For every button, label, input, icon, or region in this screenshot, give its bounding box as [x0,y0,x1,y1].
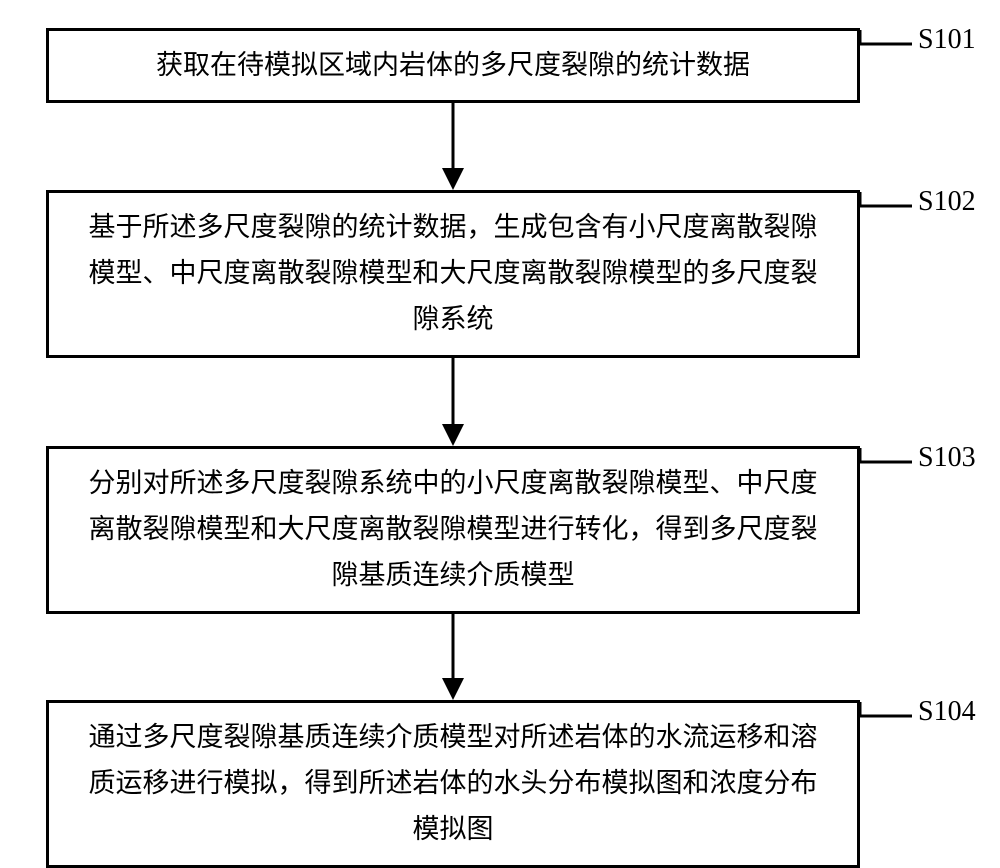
step-box-s101: 获取在待模拟区域内岩体的多尺度裂隙的统计数据 [46,28,860,103]
step-label-s103: S103 [918,442,976,474]
step-label-s102: S102 [918,186,976,218]
step-text-s102: 基于所述多尺度裂隙的统计数据，生成包含有小尺度离散裂隙模型、中尺度离散裂隙模型和… [77,205,829,343]
step-label-s101: S101 [918,24,976,56]
flowchart-canvas: 获取在待模拟区域内岩体的多尺度裂隙的统计数据 S101 基于所述多尺度裂隙的统计… [0,0,1000,851]
step-label-s104: S104 [918,696,976,728]
step-box-s102: 基于所述多尺度裂隙的统计数据，生成包含有小尺度离散裂隙模型、中尺度离散裂隙模型和… [46,190,860,358]
step-box-s103: 分别对所述多尺度裂隙系统中的小尺度离散裂隙模型、中尺度离散裂隙模型和大尺度离散裂… [46,446,860,614]
step-box-s104: 通过多尺度裂隙基质连续介质模型对所述岩体的水流运移和溶质运移进行模拟，得到所述岩… [46,700,860,868]
step-text-s104: 通过多尺度裂隙基质连续介质模型对所述岩体的水流运移和溶质运移进行模拟，得到所述岩… [77,715,829,853]
step-text-s101: 获取在待模拟区域内岩体的多尺度裂隙的统计数据 [156,43,750,89]
step-text-s103: 分别对所述多尺度裂隙系统中的小尺度离散裂隙模型、中尺度离散裂隙模型和大尺度离散裂… [77,461,829,599]
